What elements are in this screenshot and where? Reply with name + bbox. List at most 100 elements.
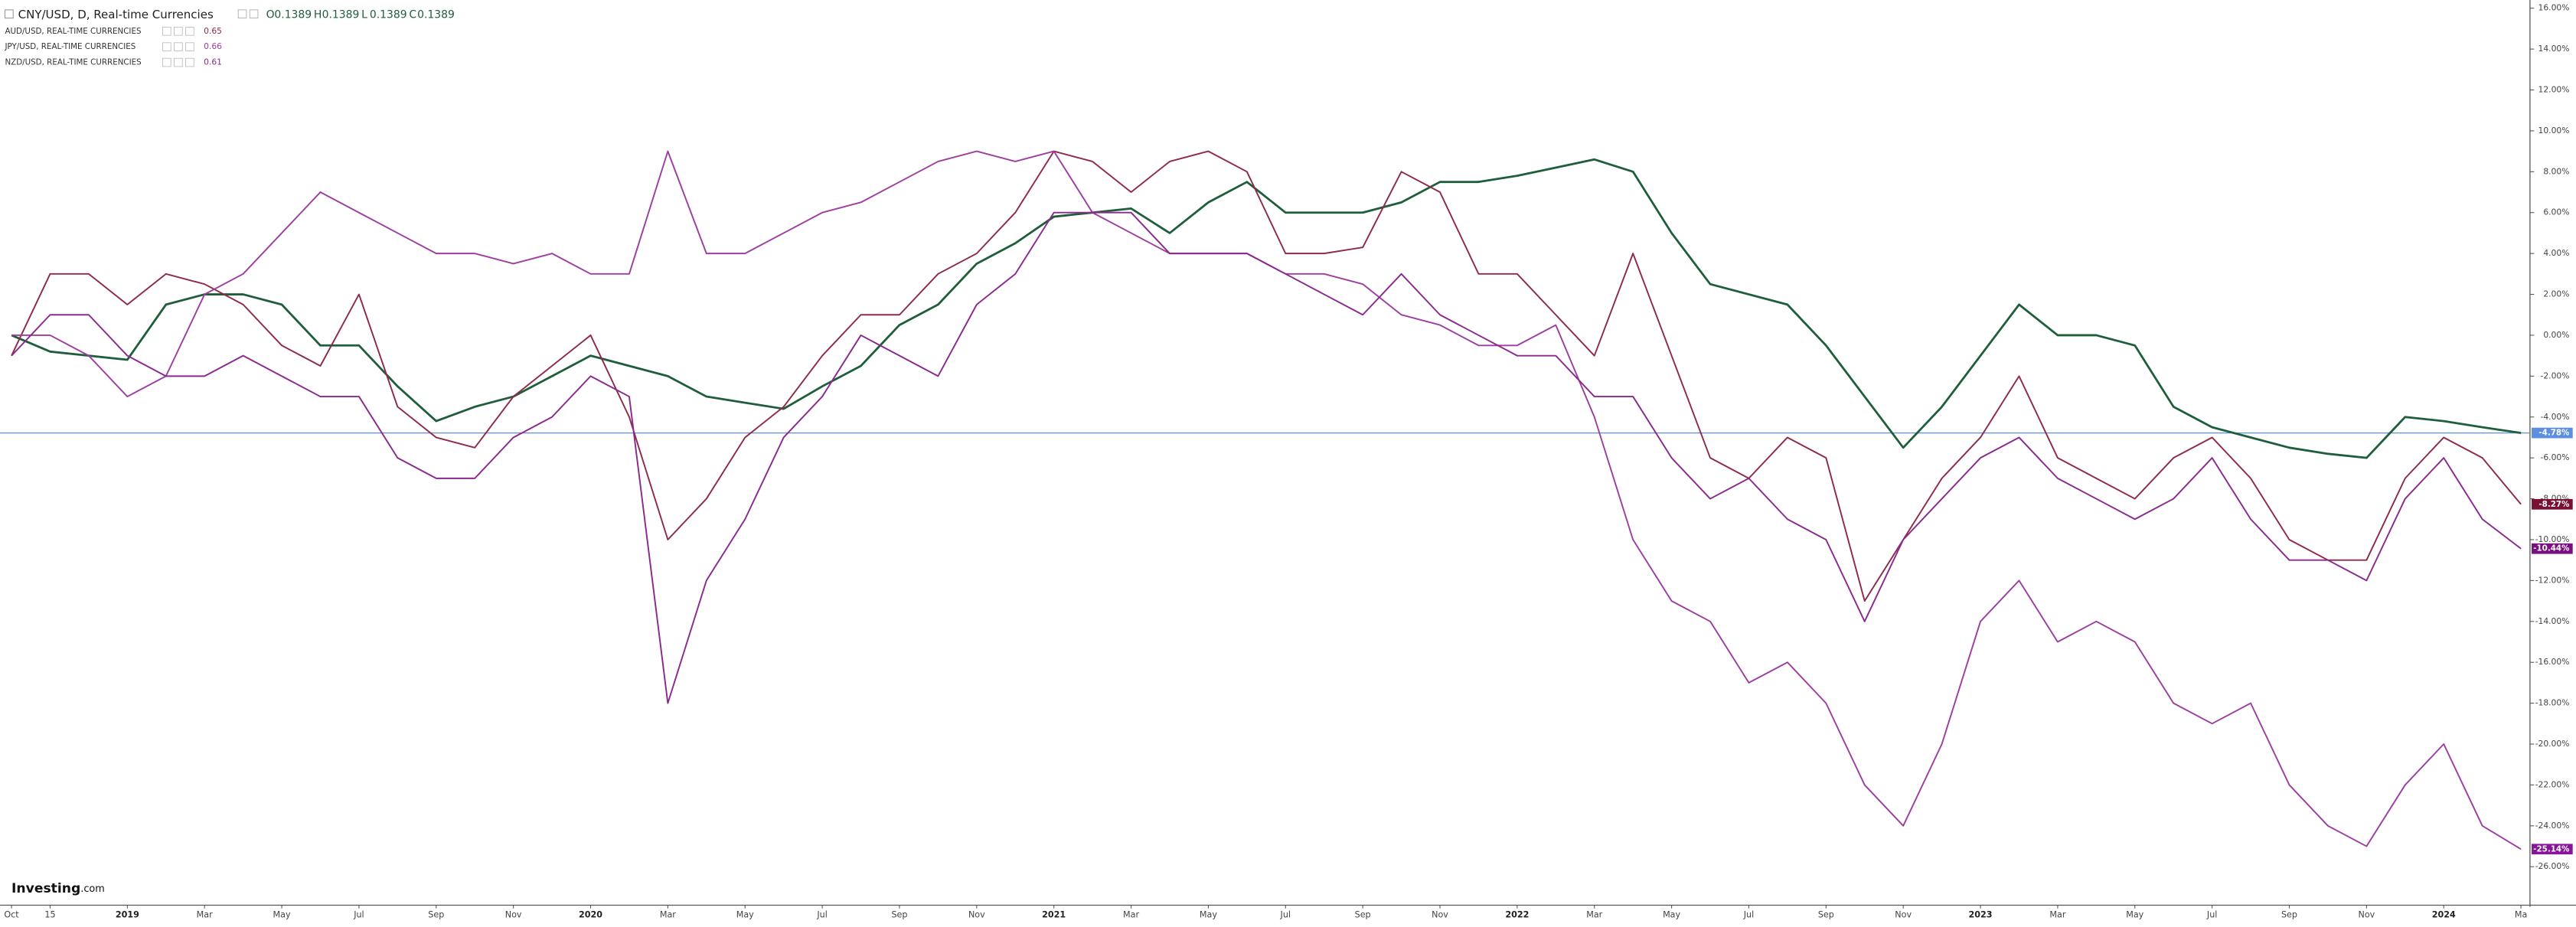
x-tick-label: Nov [2358, 909, 2375, 919]
ohlc-key: L [361, 8, 367, 21]
logo-brand: Investing [11, 881, 80, 896]
x-tick-label: 2024 [2432, 909, 2456, 919]
x-tick-label: May [2126, 909, 2143, 919]
legend: AUD/USD, REAL-TIME CURRENCIES 0.65 JPY/USD… [4, 26, 222, 67]
legend-name: AUD/USD, REAL-TIME CURRENCIES [5, 27, 141, 36]
collapse-icon[interactable] [4, 9, 14, 19]
x-tick-label: Jul [816, 909, 827, 919]
y-tick-label: -24.00% [2535, 821, 2570, 831]
x-tick-label: Nov [505, 909, 522, 919]
end-label-box [2532, 844, 2573, 855]
x-tick-label: Sep [1355, 909, 1371, 919]
end-label: -25.14% [2533, 844, 2569, 854]
y-tick-label: -2.00% [2540, 370, 2569, 380]
x-tick-label: Nov [1895, 909, 1912, 919]
ohlc-value: 0.1389 [322, 8, 360, 21]
legend-name: NZD/USD, REAL-TIME CURRENCIES [5, 58, 141, 67]
end-label-box [2532, 543, 2573, 554]
x-tick-label: Ma [2515, 909, 2527, 919]
ohlc-key: H [314, 8, 322, 21]
legend-icon [185, 42, 194, 51]
y-tick-label: -6.00% [2540, 452, 2569, 462]
x-tick-label: 15 [44, 909, 55, 919]
x-tick-label: Sep [891, 909, 907, 919]
plot: -4.78% -8.27% -25.14% -10.44% [0, 150, 2573, 855]
x-tick-label: Sep [2281, 909, 2297, 919]
y-tick-label: -16.00% [2535, 657, 2570, 667]
legend-icon [162, 26, 171, 36]
legend-value: 0.65 [204, 26, 222, 36]
y-tick-label: 16.00% [2538, 3, 2570, 13]
y-tick-label: -20.00% [2535, 739, 2570, 749]
y-tick-label: 14.00% [2538, 44, 2570, 54]
symbol-title: CNY/USD, D, Real-time Currencies [18, 8, 214, 21]
y-tick-label: -4.00% [2540, 412, 2569, 422]
legend-icon [162, 57, 171, 67]
ohlc-key: O [266, 8, 275, 21]
x-tick-label: 2022 [1505, 909, 1529, 919]
ohlc: O 0.1389 H 0.1389 L 0.1389 C 0.1389 [266, 8, 455, 21]
ohlc-key: C [409, 8, 416, 21]
series-line [11, 211, 2522, 704]
y-tick-label: 0.00% [2543, 330, 2569, 340]
legend-icon [185, 57, 194, 67]
x-tick-label: Mar [1586, 909, 1602, 919]
series-line [11, 150, 2522, 602]
ohlc-value: 0.1389 [417, 8, 455, 21]
logo: Investing.com [11, 881, 105, 896]
y-tick-label: -12.00% [2535, 575, 2570, 585]
legend-value: 0.66 [204, 41, 222, 51]
legend-name: JPY/USD, REAL-TIME CURRENCIES [4, 42, 135, 51]
end-label: -8.27% [2538, 500, 2569, 509]
y-tick-label: 12.00% [2538, 84, 2570, 94]
x-tick-label: May [273, 909, 291, 919]
x-tick-label: Sep [1818, 909, 1834, 919]
y-tick-label: 10.00% [2538, 126, 2570, 135]
end-label-box [2532, 427, 2573, 439]
legend-icon [174, 26, 183, 36]
y-tick-label: -14.00% [2535, 616, 2570, 626]
x-tick-label: Nov [968, 909, 985, 919]
x-tick-label: Jul [353, 909, 364, 919]
y-tick-label: -22.00% [2535, 779, 2570, 789]
end-label: -4.78% [2538, 429, 2569, 438]
icon[interactable] [249, 9, 259, 19]
x-tick-label: Jul [2206, 909, 2217, 919]
y-tick-label: -10.00% [2535, 534, 2570, 544]
icon[interactable] [237, 9, 247, 19]
ohlc-value: 0.1389 [274, 8, 312, 21]
x-tick-label: Oct [4, 909, 19, 919]
x-tick-label: 2020 [579, 909, 602, 919]
x-tick-label: 2023 [1969, 909, 1993, 919]
legend-icon [174, 42, 183, 51]
y-tick-label: 6.00% [2543, 207, 2569, 217]
legend-icon [185, 26, 194, 36]
legend-value: 0.61 [204, 57, 222, 67]
y-tick-label: 2.00% [2543, 289, 2569, 299]
y-tick-label: 8.00% [2543, 166, 2569, 176]
ohlc-value: 0.1389 [370, 8, 407, 21]
x-tick-label: 2019 [116, 909, 139, 919]
y-tick-label: 4.00% [2543, 248, 2569, 258]
legend-icon [174, 57, 183, 67]
end-label: -10.44% [2533, 544, 2569, 553]
x-tick-label: Nov [1432, 909, 1448, 919]
end-label-box [2532, 498, 2573, 510]
x-tick-label: Mar [197, 909, 213, 919]
x-tick-label: Jul [1743, 909, 1754, 919]
legend-icon [162, 42, 171, 51]
y-tick-label: -18.00% [2535, 698, 2570, 708]
x-tick-label: 2021 [1042, 909, 1066, 919]
logo-suffix: .com [80, 883, 105, 894]
x-tick-label: Jul [1280, 909, 1291, 919]
y-tick-label: -26.00% [2535, 861, 2570, 871]
series-line [11, 158, 2522, 459]
x-tick-label: Sep [428, 909, 444, 919]
x-tick-label: Mar [2049, 909, 2065, 919]
x-tick-label: Mar [660, 909, 676, 919]
x-tick-label: May [736, 909, 754, 919]
x-tick-label: May [1663, 909, 1680, 919]
